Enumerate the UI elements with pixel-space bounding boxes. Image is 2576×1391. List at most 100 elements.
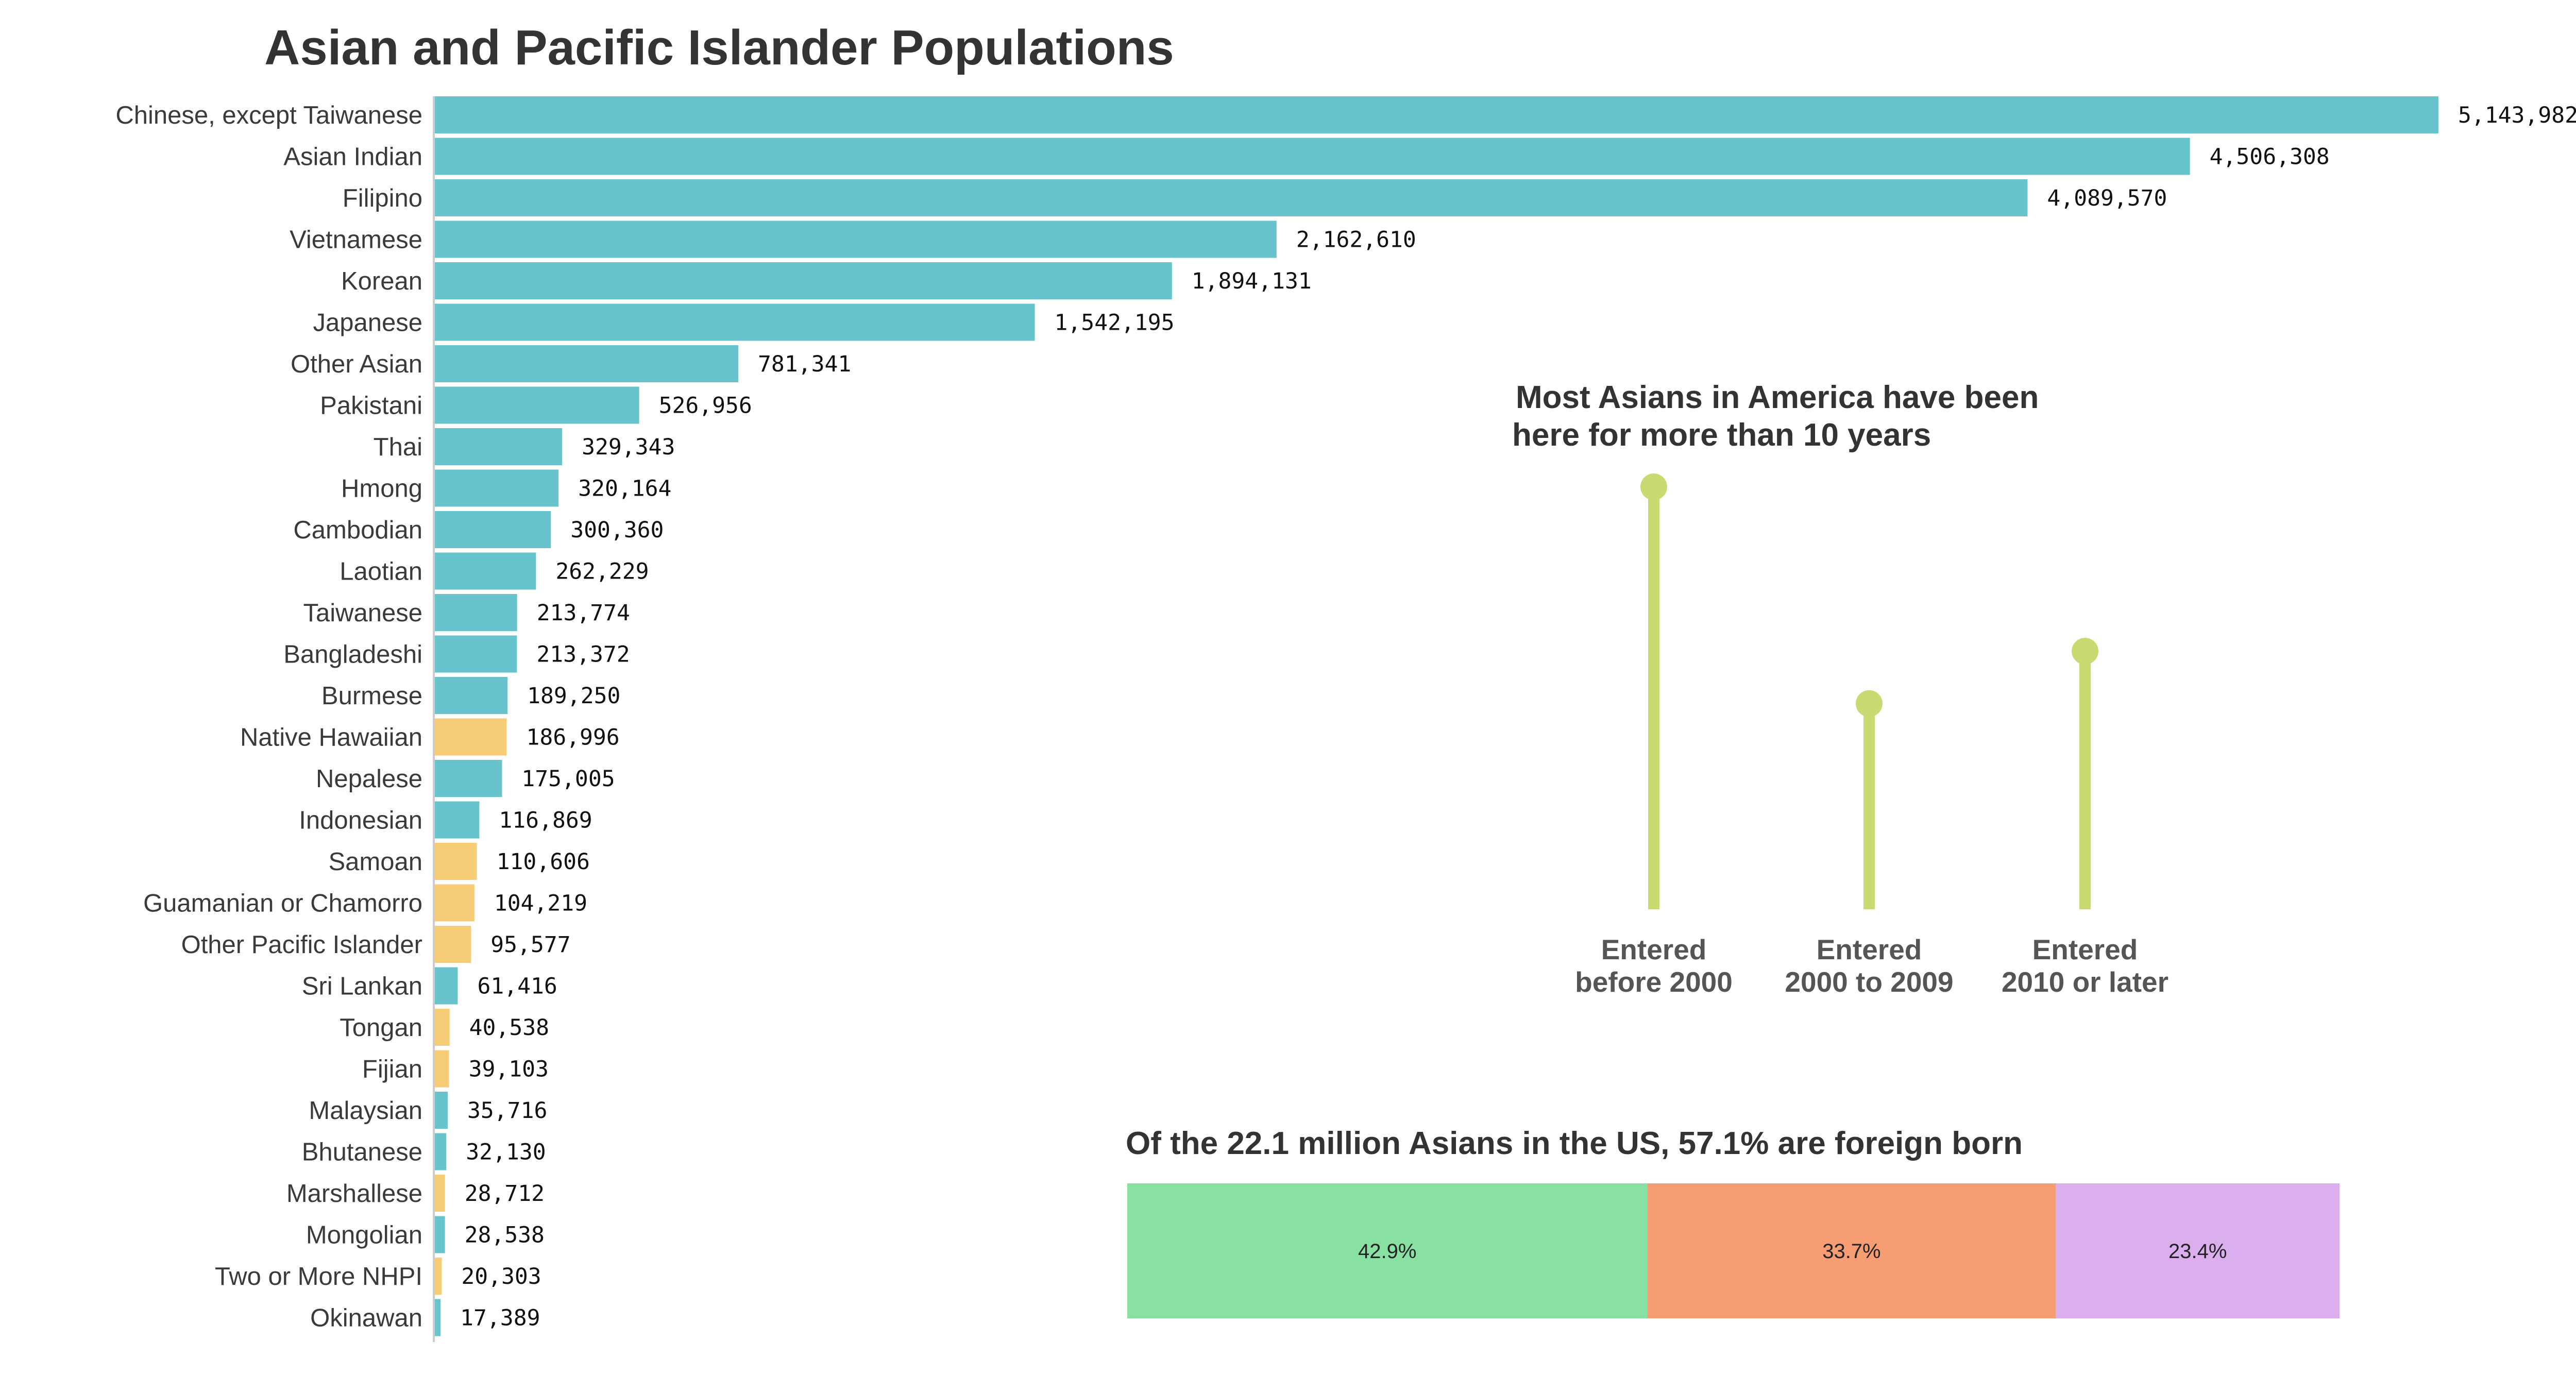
category-label: Malaysian <box>309 1097 422 1125</box>
category-label: Vietnamese <box>290 226 422 254</box>
value-label: 4,506,308 <box>2210 144 2330 170</box>
category-label: Two or More NHPI <box>215 1263 422 1291</box>
value-label: 40,538 <box>469 1015 549 1041</box>
category-label: Nepalese <box>316 765 422 793</box>
bar-3 <box>434 220 1277 258</box>
value-label: 2,162,610 <box>1296 227 1416 253</box>
value-label: 28,538 <box>465 1223 545 1248</box>
value-label: 20,303 <box>461 1264 541 1290</box>
value-label: 32,130 <box>466 1140 546 1165</box>
bar-1 <box>434 138 2190 175</box>
category-label: Other Asian <box>291 350 422 378</box>
value-label: 4,089,570 <box>2047 185 2167 211</box>
stacked-segment-label: 23.4% <box>2168 1240 2227 1263</box>
bar-12 <box>434 594 517 631</box>
category-label: Pakistani <box>320 392 422 420</box>
foreign-born-stacked-bar: 42.9% 33.7% 23.4% <box>1127 1183 2340 1318</box>
stacked-segment-2 <box>2056 1183 2340 1318</box>
value-label: 262,229 <box>555 559 649 585</box>
bar-2 <box>434 179 2028 216</box>
bar-27 <box>434 1216 445 1253</box>
lollipop-label-0: Entered before 2000 <box>1575 934 1733 998</box>
bar-5 <box>434 303 1035 341</box>
bar-20 <box>434 926 471 963</box>
bar-17 <box>434 801 480 839</box>
bar-9 <box>434 469 559 507</box>
stacked-segment-label: 33.7% <box>1822 1240 1880 1263</box>
lollipop-title-line-1: Most Asians in America have been <box>1516 380 2039 415</box>
lollipop-head-2 <box>2072 637 2098 665</box>
lollipop-label-line: Entered <box>1601 934 1707 965</box>
category-label: Samoan <box>328 848 422 876</box>
value-label: 213,372 <box>536 642 630 668</box>
bar-8 <box>434 428 563 465</box>
value-label: 17,389 <box>460 1305 540 1331</box>
value-label: 104,219 <box>494 891 587 917</box>
value-label: 781,341 <box>758 351 851 377</box>
category-label: Bhutanese <box>302 1139 422 1166</box>
category-label: Korean <box>341 267 422 295</box>
category-label: Fijian <box>362 1056 422 1083</box>
lollipop-label-2: Entered 2010 or later <box>2002 934 2168 998</box>
bar-4 <box>434 262 1172 299</box>
value-label: 5,143,982 <box>2458 103 2576 128</box>
bar-6 <box>434 345 739 382</box>
category-label: Okinawan <box>310 1304 422 1332</box>
bar-28 <box>434 1258 442 1295</box>
category-label: Thai <box>374 433 422 461</box>
value-label: 213,774 <box>537 600 630 626</box>
value-label: 175,005 <box>521 766 615 792</box>
category-label: Bangladeshi <box>283 641 422 669</box>
stacked-segment-1 <box>1647 1183 2056 1318</box>
population-bar-chart: Chinese, except Taiwanese 5,143,982 Asian … <box>115 96 2576 1336</box>
lollipop-title-line-2: here for more than 10 years <box>1512 417 1931 453</box>
foreign-born-title: Of the 22.1 million Asians in the US, 57… <box>1126 1126 2023 1161</box>
bar-29 <box>434 1299 441 1336</box>
value-label: 1,894,131 <box>1192 268 1312 294</box>
lollipop-head-1 <box>1856 690 1883 717</box>
value-label: 189,250 <box>527 683 620 709</box>
lollipop-label-1: Entered 2000 to 2009 <box>1785 934 1953 998</box>
category-label: Other Pacific Islander <box>181 931 422 959</box>
category-label: Guamanian or Chamorro <box>143 890 422 918</box>
category-label: Chinese, except Taiwanese <box>115 101 422 129</box>
lollipop-head-0 <box>1640 473 1667 500</box>
bar-23 <box>434 1050 449 1088</box>
bar-25 <box>434 1133 447 1171</box>
bar-chart-title: Asian and Pacific Islander Populations <box>264 20 1174 75</box>
category-label: Tongan <box>340 1014 422 1042</box>
bar-7 <box>434 386 639 424</box>
bar-16 <box>434 760 502 797</box>
bar-22 <box>434 1009 450 1046</box>
value-label: 28,712 <box>465 1181 545 1207</box>
bar-21 <box>434 967 458 1005</box>
bar-11 <box>434 552 536 590</box>
bar-19 <box>434 884 474 922</box>
value-label: 39,103 <box>469 1057 549 1082</box>
value-label: 300,360 <box>570 517 664 543</box>
value-label: 61,416 <box>477 974 557 999</box>
category-label: Taiwanese <box>303 599 422 627</box>
bar-10 <box>434 511 551 548</box>
lollipop-label-line: before 2000 <box>1575 966 1733 998</box>
category-label: Sri Lankan <box>302 973 422 1000</box>
value-label: 110,606 <box>497 849 590 875</box>
bar-0 <box>434 96 2438 133</box>
lollipop-label-line: Entered <box>1817 934 1922 965</box>
category-label: Filipino <box>343 184 422 212</box>
value-label: 116,869 <box>499 808 592 834</box>
stacked-segment-0 <box>1127 1183 1648 1318</box>
category-label: Marshallese <box>286 1180 422 1208</box>
bar-13 <box>434 635 517 673</box>
value-label: 526,956 <box>659 393 752 419</box>
category-label: Burmese <box>321 682 422 710</box>
value-label: 1,542,195 <box>1055 310 1175 336</box>
category-label: Mongolian <box>306 1222 422 1249</box>
category-label: Hmong <box>341 475 422 503</box>
stacked-segment-label: 42.9% <box>1358 1240 1416 1263</box>
category-label: Indonesian <box>299 807 422 835</box>
bar-15 <box>434 718 507 756</box>
category-label: Asian Indian <box>283 143 422 171</box>
lollipop-label-line: Entered <box>2032 934 2138 965</box>
